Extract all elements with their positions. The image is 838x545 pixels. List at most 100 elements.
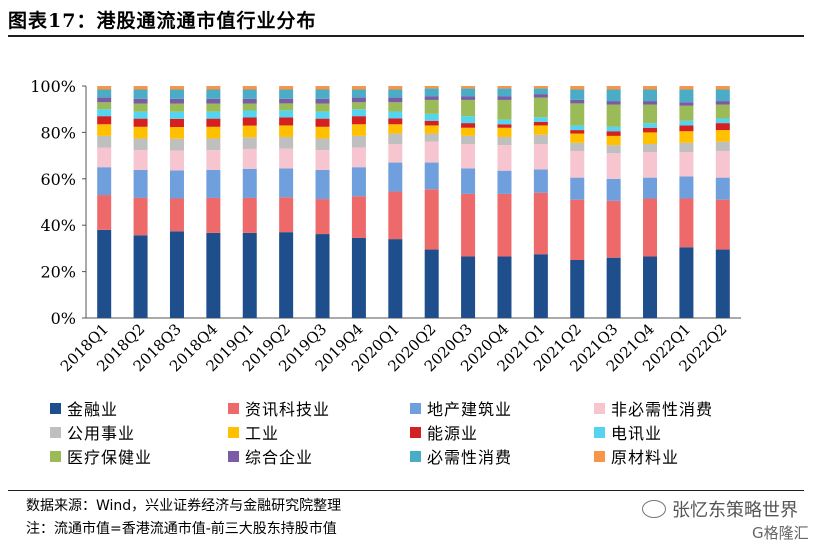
bar-segment-8-12 xyxy=(533,97,548,118)
bar-segment-1-3 xyxy=(206,197,221,233)
legend-label: 地产建筑业 xyxy=(427,400,513,419)
bar-segment-6-17 xyxy=(715,123,730,131)
watermark: 张忆东策略世界 xyxy=(642,496,798,522)
bar-segment-1-13 xyxy=(570,199,585,260)
bar-segment-11-3 xyxy=(206,86,221,90)
bar-segment-8-3 xyxy=(206,103,221,112)
bar-segment-1-5 xyxy=(279,197,294,233)
bar-segment-0-15 xyxy=(643,256,658,318)
bar-segment-9-12 xyxy=(533,94,548,98)
legend-swatch xyxy=(410,426,421,438)
bar-segment-11-16 xyxy=(679,86,694,90)
bar-segment-2-10 xyxy=(461,168,476,194)
bar-segment-0-0 xyxy=(97,229,112,318)
bar-segment-5-10 xyxy=(461,127,476,136)
legend-label: 能源业 xyxy=(427,424,479,443)
footer-rule xyxy=(8,490,804,491)
bar-segment-11-12 xyxy=(533,86,548,89)
bar-segment-0-2 xyxy=(169,231,184,318)
bar-segment-3-9 xyxy=(424,141,439,163)
bar-segment-6-2 xyxy=(169,118,184,128)
y-tick-label: 20% xyxy=(40,263,76,282)
bar-segment-3-8 xyxy=(388,144,403,163)
bar-segment-5-14 xyxy=(606,135,621,146)
bar-segment-2-8 xyxy=(388,162,403,192)
bar-segment-3-2 xyxy=(169,150,184,171)
bar-segment-10-16 xyxy=(679,89,694,103)
bar-segment-6-12 xyxy=(533,121,548,126)
bar-segment-9-10 xyxy=(461,96,476,100)
bar-segment-11-11 xyxy=(497,86,512,89)
legend-label: 电讯业 xyxy=(611,424,663,443)
bar-segment-3-0 xyxy=(97,147,112,168)
bar-segment-8-2 xyxy=(169,103,184,112)
bar-segment-5-5 xyxy=(279,125,294,138)
bar-segment-6-11 xyxy=(497,124,512,128)
bar-segment-9-1 xyxy=(133,98,148,104)
bar-segment-1-15 xyxy=(643,198,658,257)
bar-segment-4-14 xyxy=(606,145,621,154)
legend-item-6: 能源业 xyxy=(410,420,478,444)
bar-segment-2-12 xyxy=(533,169,548,193)
bar-segment-9-15 xyxy=(643,101,658,105)
legend-swatch xyxy=(594,450,605,462)
bar-segment-5-6 xyxy=(315,126,330,139)
bar-segment-7-10 xyxy=(461,116,476,124)
bar-segment-7-7 xyxy=(351,109,366,117)
bar-segment-0-7 xyxy=(351,237,366,318)
bar-segment-11-1 xyxy=(133,86,148,90)
bar-segment-3-1 xyxy=(133,150,148,170)
bar-segment-4-16 xyxy=(679,142,694,153)
bar-segment-8-6 xyxy=(315,103,330,112)
bar-segment-8-14 xyxy=(606,104,621,127)
bar-segment-1-17 xyxy=(715,199,730,250)
title-rule xyxy=(8,35,804,37)
bar-segment-0-1 xyxy=(133,235,148,318)
bar-segment-7-17 xyxy=(715,118,730,124)
bar-segment-8-5 xyxy=(279,103,294,111)
bar-segment-9-5 xyxy=(279,98,294,104)
legend-item-1: 资讯科技业 xyxy=(228,396,330,420)
bar-segment-9-11 xyxy=(497,96,512,100)
legend-label: 必需性消费 xyxy=(427,448,513,467)
legend-item-4: 公用事业 xyxy=(50,420,135,444)
legend-label: 工业 xyxy=(245,424,280,443)
bar-segment-1-8 xyxy=(388,191,403,240)
legend-item-10: 必需性消费 xyxy=(410,444,512,468)
bar-segment-2-9 xyxy=(424,162,439,190)
bar-segment-5-3 xyxy=(206,126,221,139)
bar-segment-8-15 xyxy=(643,104,658,124)
bar-segment-4-6 xyxy=(315,138,330,151)
bar-segment-4-15 xyxy=(643,144,658,153)
bar-segment-5-15 xyxy=(643,132,658,144)
bar-segment-2-3 xyxy=(206,169,221,198)
bar-segment-0-6 xyxy=(315,234,330,318)
bar-segment-5-4 xyxy=(242,125,257,138)
bar-segment-1-16 xyxy=(679,198,694,248)
bar-segment-6-0 xyxy=(97,116,112,125)
bar-segment-5-12 xyxy=(533,125,548,135)
bar-segment-8-11 xyxy=(497,99,512,120)
legend-item-2: 地产建筑业 xyxy=(410,396,512,420)
bar-segment-3-13 xyxy=(570,150,585,178)
legend-label: 公用事业 xyxy=(67,424,136,443)
bar-segment-5-11 xyxy=(497,127,512,138)
bar-segment-6-9 xyxy=(424,120,439,126)
bar-segment-1-12 xyxy=(533,192,548,255)
bar-segment-3-6 xyxy=(315,150,330,170)
bar-segment-10-2 xyxy=(169,89,184,99)
bar-segment-7-8 xyxy=(388,111,403,119)
bar-segment-7-2 xyxy=(169,111,184,119)
bar-segment-5-9 xyxy=(424,125,439,134)
y-tick-label: 100% xyxy=(30,77,76,96)
bar-segment-10-4 xyxy=(242,89,257,99)
bar-segment-2-11 xyxy=(497,170,512,194)
bar-segment-6-16 xyxy=(679,125,694,132)
bar-segment-0-3 xyxy=(206,232,221,318)
bar-segment-11-7 xyxy=(351,86,366,90)
bar-segment-10-7 xyxy=(351,89,366,98)
bar-segment-7-5 xyxy=(279,110,294,118)
legend-swatch xyxy=(228,450,239,462)
bar-segment-1-2 xyxy=(169,198,184,232)
bar-segment-1-7 xyxy=(351,196,366,238)
